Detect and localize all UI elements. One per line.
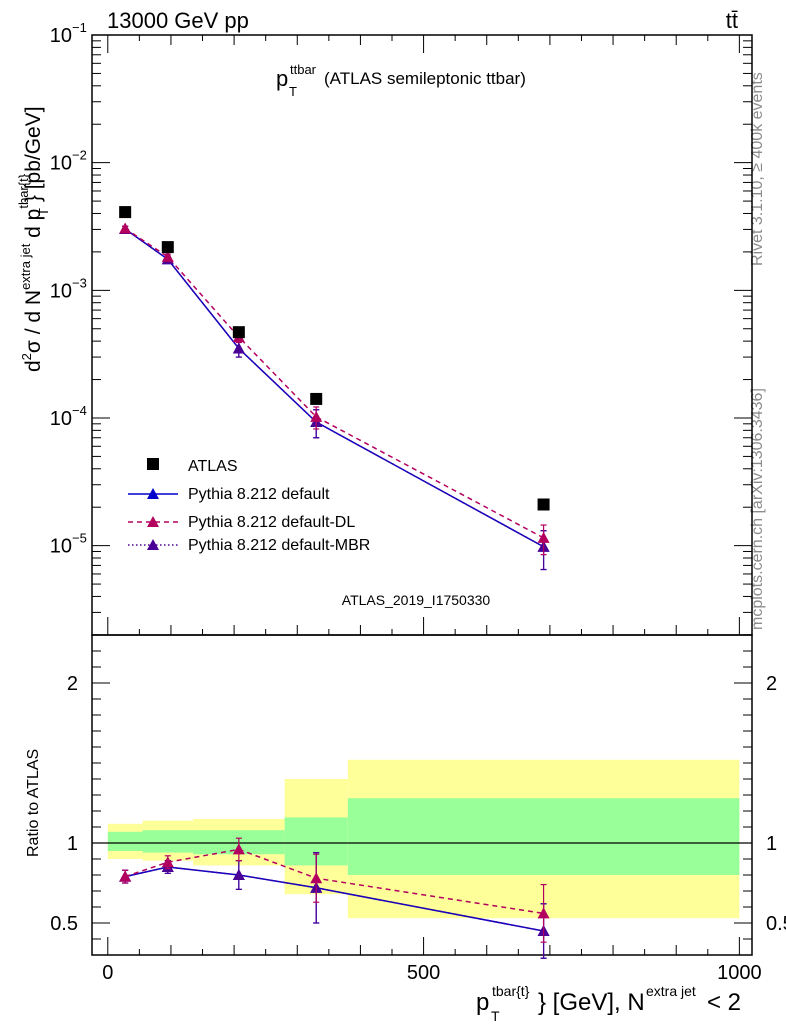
ratio-y-tick-label: 1 <box>67 833 78 855</box>
main-ylabel: d2σ / d Nextra jet d ptbar{t}T } [pb/GeV… <box>16 106 51 372</box>
main-dl-point <box>161 250 174 262</box>
main-atlas-point <box>119 206 132 219</box>
ratio-y-tick-label-right: 1 <box>766 833 777 855</box>
ratio-dl-point <box>310 872 323 884</box>
rivet-label: Rivet 3.1.10, ≥ 400k events <box>749 72 766 266</box>
main-y-tick-exponent: −3 <box>72 275 87 290</box>
main-atlas-point <box>161 241 174 254</box>
title-p: p <box>276 66 288 91</box>
ratio-series <box>119 837 550 959</box>
svg-text:p: p <box>476 989 489 1016</box>
ratio-band-inner <box>107 831 143 851</box>
svg-text:< 2: < 2 <box>707 989 741 1016</box>
main-mbr-point <box>232 342 245 354</box>
main-atlas-point <box>537 498 550 511</box>
x-tick-label: 0 <box>102 962 113 984</box>
svg-text:} [GeV], N: } [GeV], N <box>538 989 645 1016</box>
header-right: tt̄ <box>726 8 738 33</box>
main-dl-line <box>124 227 544 539</box>
title-sup: ttbar <box>290 62 317 77</box>
main-series <box>119 206 550 571</box>
x-ticks: 0 500 1000 <box>102 35 762 984</box>
legend-atlas-marker <box>147 458 159 470</box>
main-y-tick-label: 10 <box>50 408 72 430</box>
header-left: 13000 GeV pp <box>107 8 249 33</box>
ratio-y-tick-label: 0.5 <box>50 913 78 935</box>
ratio-dl-point <box>232 843 245 855</box>
x-tick-label: 500 <box>407 962 440 984</box>
title-rest: (ATLAS semileptonic ttbar) <box>324 69 526 88</box>
legend-atlas: ATLAS <box>188 458 238 475</box>
ratio-dl-point <box>537 907 550 919</box>
ratio-y-ticks: 0.5 0.5 1 1 2 2 <box>50 650 786 940</box>
x-axis-label: p tbar{t} T } [GeV], N extra jet < 2 <box>476 983 741 1024</box>
legend: ATLAS Pythia 8.212 default Pythia 8.212 … <box>128 458 370 554</box>
svg-text:tbar{t}: tbar{t} <box>492 983 530 999</box>
main-y-tick-exponent: −5 <box>72 531 87 546</box>
legend-dl-marker <box>147 516 159 527</box>
main-y-tick-exponent: −1 <box>72 20 87 35</box>
ratio-y-tick-label: 2 <box>67 673 78 695</box>
title-sub: T <box>289 84 297 99</box>
ratio-dl-point <box>161 856 174 868</box>
ratio-mbr-point <box>232 869 245 880</box>
main-dl-point <box>537 531 550 543</box>
ratio-ylabel: Ratio to ATLAS <box>25 749 42 857</box>
legend-mbr: Pythia 8.212 default-MBR <box>188 537 370 554</box>
main-ylabel-text: d2σ / d Nextra jet d ptbar{t}T } [pb/GeV… <box>16 106 51 372</box>
x-tick-label: 1000 <box>717 962 762 984</box>
mcplots-label: mcplots.cern.ch [arXiv:1306.3436] <box>749 388 766 630</box>
main-y-tick-exponent: −2 <box>72 148 87 163</box>
main-y-tick-label: 10 <box>50 153 72 175</box>
legend-default: Pythia 8.212 default <box>188 486 330 503</box>
svg-text:extra jet: extra jet <box>646 983 696 999</box>
svg-text:T: T <box>491 1008 500 1024</box>
ratio-band-inner <box>142 830 194 853</box>
legend-dl: Pythia 8.212 default-DL <box>188 514 355 531</box>
ratio-band-inner <box>347 798 740 875</box>
ratio-mbr-line <box>124 866 544 932</box>
main-y-ticks: 10−510−410−310−210−1 <box>50 20 752 636</box>
legend-default-marker <box>147 488 159 499</box>
ratio-dl-point <box>119 870 132 882</box>
main-y-tick-label: 10 <box>50 280 72 302</box>
main-title: p ttbar T (ATLAS semileptonic ttbar) <box>276 62 526 99</box>
ratio-y-tick-label-right: 0.5 <box>766 913 786 935</box>
ratio-y-tick-label-right: 2 <box>766 673 777 695</box>
main-atlas-point <box>310 392 323 405</box>
main-y-tick-exponent: −4 <box>72 403 87 418</box>
main-atlas-point <box>232 326 245 339</box>
main-dl-point <box>310 410 323 422</box>
legend-mbr-marker <box>147 539 159 550</box>
analysis-watermark: ATLAS_2019_I1750330 <box>342 592 491 608</box>
main-y-tick-label: 10 <box>50 536 72 558</box>
main-dl-point <box>119 222 132 234</box>
main-y-tick-label: 10 <box>50 25 72 47</box>
